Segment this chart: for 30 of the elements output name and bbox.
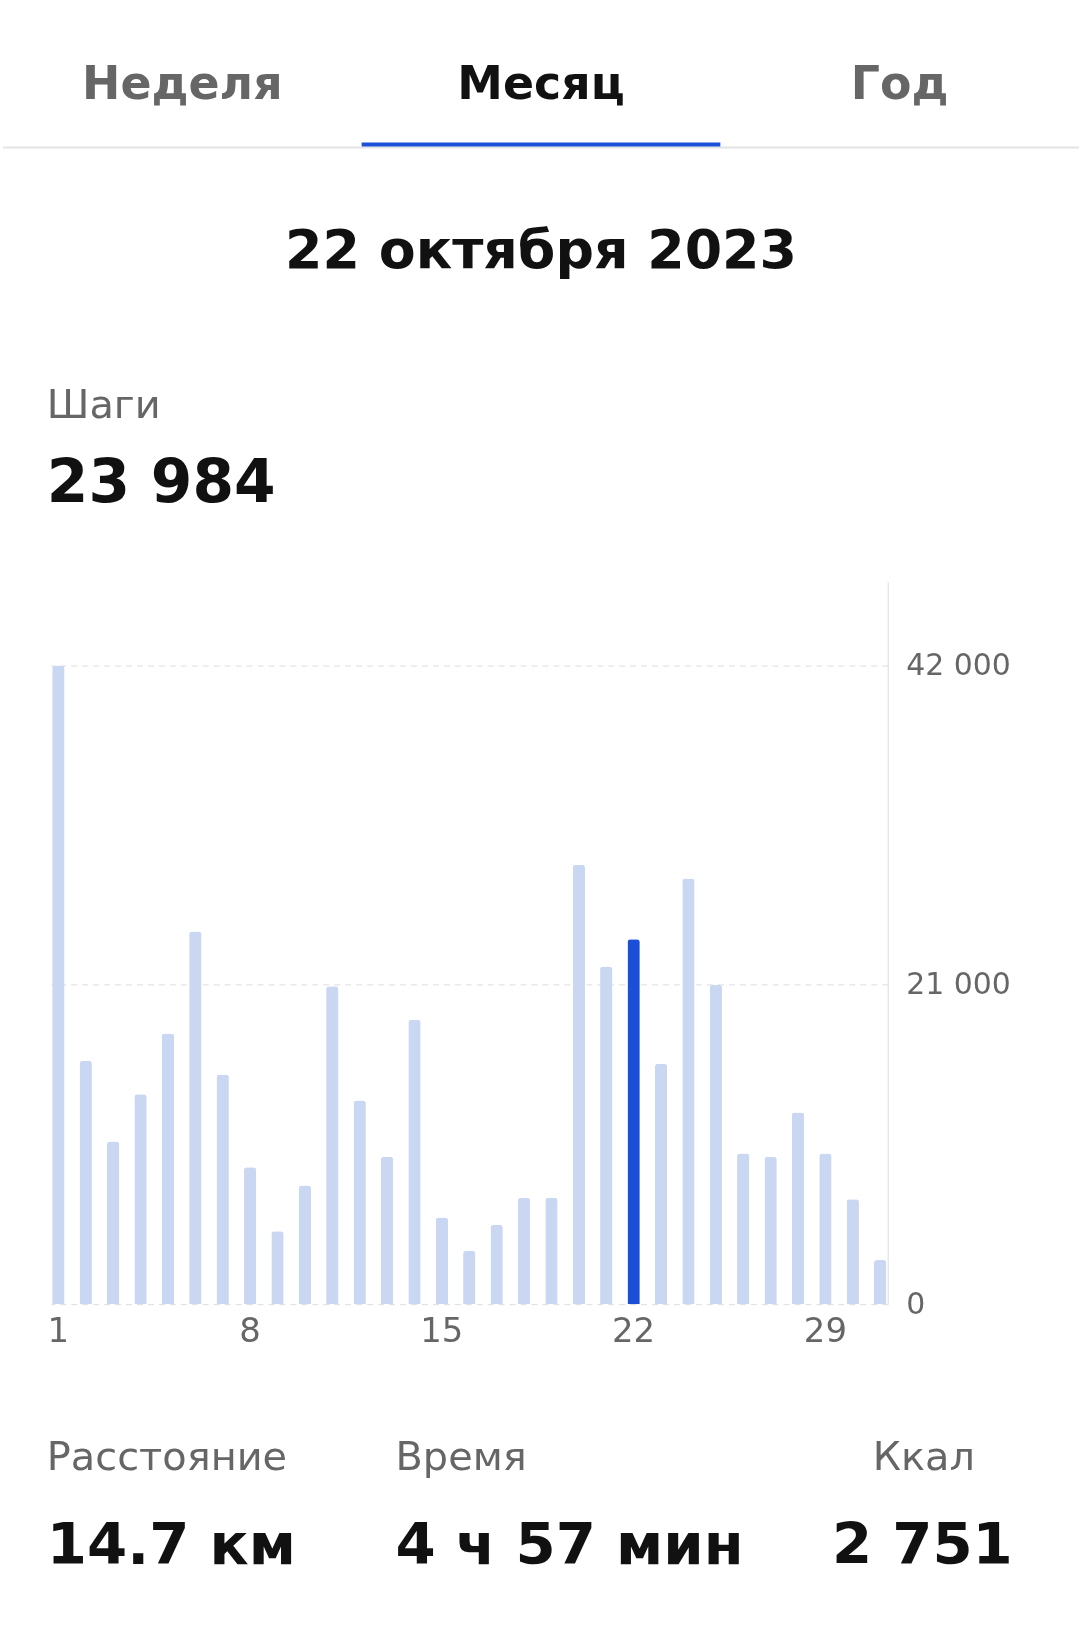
text: 14.7 км [46,1510,296,1579]
bar [106,1141,120,1305]
y-tick-label: 21 000 [906,966,1011,1002]
chart-subtitle: 23 984 [46,447,276,517]
bar [791,1112,805,1305]
bar [298,1185,312,1305]
bar [654,1063,668,1305]
x-tick-label: 22 [612,1310,656,1350]
text: Расстояние [46,1432,288,1479]
bar [161,1033,175,1305]
text: Неделя [82,55,283,110]
y-tick-label: 0 [906,1285,926,1321]
x-tick-label: 15 [420,1310,464,1350]
bar [517,1197,531,1305]
text: 2 751 [831,1510,1013,1579]
text: Год [850,55,949,110]
bar [435,1217,449,1305]
text: 4 ч 57 мин [395,1510,744,1579]
y-tick-label: 42 000 [906,646,1011,682]
x-tick-label: 1 [47,1310,70,1350]
bar [243,1167,257,1305]
text: 22 октября 2023 [285,218,797,282]
x-tick-label: 29 [803,1310,847,1350]
bar [572,864,585,1305]
text: Ккал [872,1432,976,1479]
chart-title: Шаги [46,381,161,428]
bar [380,1156,394,1305]
x-tick-label: 8 [239,1310,261,1350]
text: Месяц [457,55,625,110]
text: Время [395,1432,527,1479]
